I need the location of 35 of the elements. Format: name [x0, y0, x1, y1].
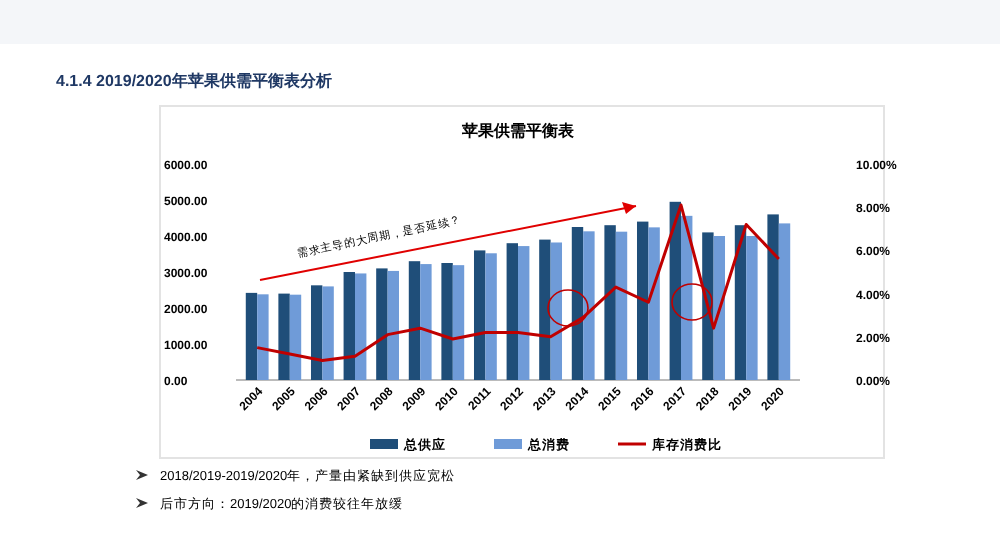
bar: [713, 236, 726, 380]
bar: [343, 272, 355, 380]
bar: [583, 231, 595, 380]
bar: [245, 292, 258, 380]
bar: [702, 232, 714, 380]
bar: [778, 223, 791, 380]
bar: [322, 286, 334, 380]
bar: [539, 239, 551, 380]
bar: [518, 246, 530, 380]
chart-title: 苹果供需平衡表: [460, 122, 576, 140]
bar: [550, 242, 563, 380]
bar: [636, 221, 649, 380]
bar: [257, 294, 269, 380]
bar: [354, 273, 367, 380]
bar: [506, 243, 518, 380]
bar: [289, 294, 302, 380]
bar: [648, 227, 660, 380]
bar: [441, 263, 453, 380]
bar: [734, 225, 747, 380]
bar: [571, 227, 584, 380]
line-series: [255, 203, 781, 363]
bar: [310, 285, 323, 380]
bar: [604, 225, 616, 380]
bar: [387, 270, 400, 380]
bar: [408, 261, 421, 380]
bar: [485, 253, 497, 380]
bar: [615, 231, 628, 380]
bar: [473, 250, 486, 380]
bar: [278, 293, 290, 380]
bar: [420, 264, 432, 380]
bar: [746, 236, 758, 380]
bar: [767, 214, 779, 380]
bar: [376, 268, 388, 380]
chart-subtitle: 4.1.4 2019/2020年苹果供需平衡表分析: [56, 72, 332, 90]
bar: [452, 265, 465, 380]
